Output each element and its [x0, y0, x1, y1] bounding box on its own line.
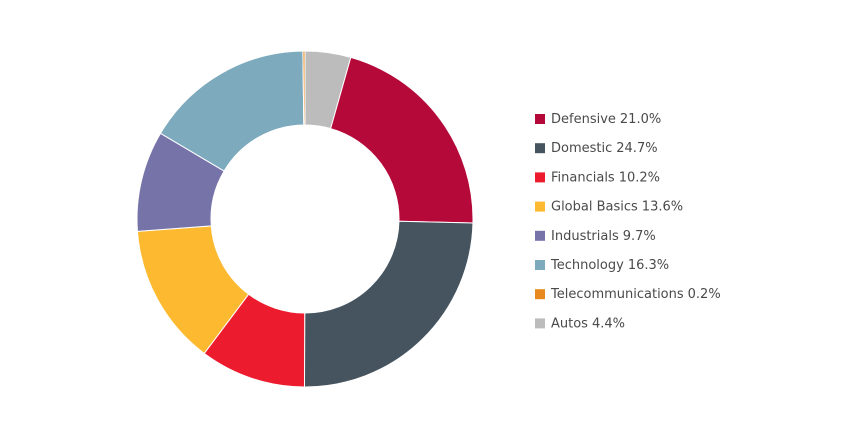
donut-slice — [303, 220, 474, 388]
legend-name: Autos — [551, 316, 588, 331]
legend-swatch — [535, 289, 545, 300]
legend-swatch — [535, 230, 545, 241]
legend-name: Defensive — [551, 112, 616, 127]
legend-swatch — [535, 114, 545, 124]
legend-label: Industrials 9.7% — [551, 228, 656, 243]
legend-name: Technology — [550, 258, 624, 273]
legend-name: Domestic — [551, 141, 612, 156]
legend-label: Global Basics 13.6% — [551, 199, 683, 214]
legend-swatch — [535, 143, 545, 154]
legend-value: 16.3% — [628, 258, 669, 273]
legend-swatch — [535, 318, 545, 329]
legend-value: 13.6% — [642, 199, 683, 214]
donut-slice — [302, 50, 306, 126]
legend-swatch — [535, 172, 545, 183]
legend-value: 24.7% — [616, 141, 657, 156]
legend-swatch — [535, 201, 545, 212]
legend-value: 4.4% — [592, 316, 625, 331]
legend-label: Telecommunications 0.2% — [550, 287, 721, 302]
legend-value: 9.7% — [623, 228, 656, 243]
legend-name: Telecommunications — [550, 287, 684, 302]
legend-value: 10.2% — [619, 170, 660, 185]
legend-label: Financials 10.2% — [551, 170, 660, 185]
legend-swatch — [535, 260, 545, 270]
legend-name: Global Basics — [551, 199, 638, 214]
legend-label: Defensive 21.0% — [551, 112, 661, 127]
legend-label: Technology 16.3% — [550, 258, 669, 273]
legend-label: Domestic 24.7% — [551, 141, 658, 156]
legend-value: 21.0% — [620, 112, 661, 127]
legend-name: Financials — [551, 170, 615, 185]
legend-name: Industrials — [551, 228, 619, 243]
donut-slice — [330, 56, 474, 224]
legend-label: Autos 4.4% — [551, 316, 625, 331]
legend-value: 0.2% — [688, 287, 721, 302]
